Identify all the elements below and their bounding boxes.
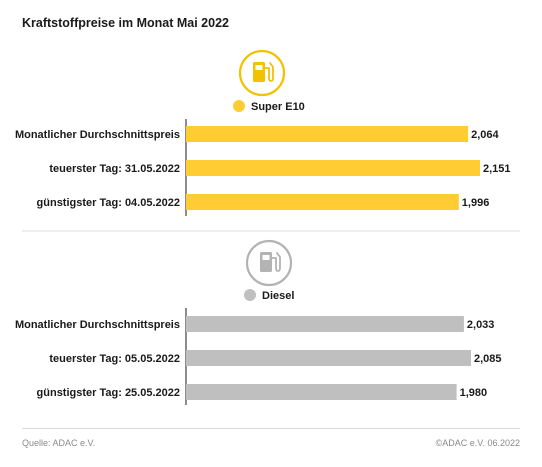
- chart-title: Kraftstoffpreise im Monat Mai 2022: [22, 16, 229, 30]
- diesel-value-label: 1,980: [460, 387, 488, 399]
- diesel-category-label: günstigster Tag: 25.05.2022: [37, 387, 180, 399]
- super-e10-legend: Super E10: [233, 100, 305, 113]
- super-e10-category-label: Monatlicher Durchschnittspreis: [15, 129, 180, 141]
- diesel-legend-swatch: [244, 289, 256, 301]
- diesel-value-label: 2,033: [467, 319, 495, 331]
- source-note: Quelle: ADAC e.V.: [22, 438, 96, 448]
- super-e10-legend-label: Super E10: [251, 101, 305, 113]
- super-e10-category-label: günstigster Tag: 04.05.2022: [37, 197, 180, 209]
- diesel-bar: [186, 384, 457, 400]
- diesel-legend-label: Diesel: [262, 290, 294, 302]
- super-e10-bar: [186, 126, 469, 142]
- diesel-legend: Diesel: [244, 289, 294, 302]
- diesel-category-label: teuerster Tag: 05.05.2022: [49, 353, 180, 365]
- super-e10-value-label: 2,064: [471, 129, 499, 141]
- super-e10-value-label: 2,151: [483, 163, 511, 175]
- diesel-bar: [186, 350, 471, 366]
- footer-divider: [22, 428, 520, 429]
- copyright-note: ©ADAC e.V. 06.2022: [435, 438, 520, 448]
- diesel-section: Diesel Monatlicher Durchschnittspreis te…: [15, 239, 502, 405]
- super-e10-legend-swatch: [233, 100, 245, 112]
- diesel-fuel-pump-icon: [245, 239, 293, 287]
- super-e10-value-label: 1,996: [462, 197, 490, 209]
- diesel-value-label: 2,085: [474, 353, 502, 365]
- super-e10-section: Super E10 Monatlicher Durchschnittspreis…: [15, 49, 511, 216]
- super-e10-category-label: teuerster Tag: 31.05.2022: [49, 163, 180, 175]
- super-e10-bar: [186, 160, 480, 176]
- diesel-bar: [186, 316, 464, 332]
- super-e10-bar: [186, 194, 459, 210]
- diesel-category-label: Monatlicher Durchschnittspreis: [15, 319, 180, 331]
- super-e10-fuel-pump-icon: [238, 49, 286, 97]
